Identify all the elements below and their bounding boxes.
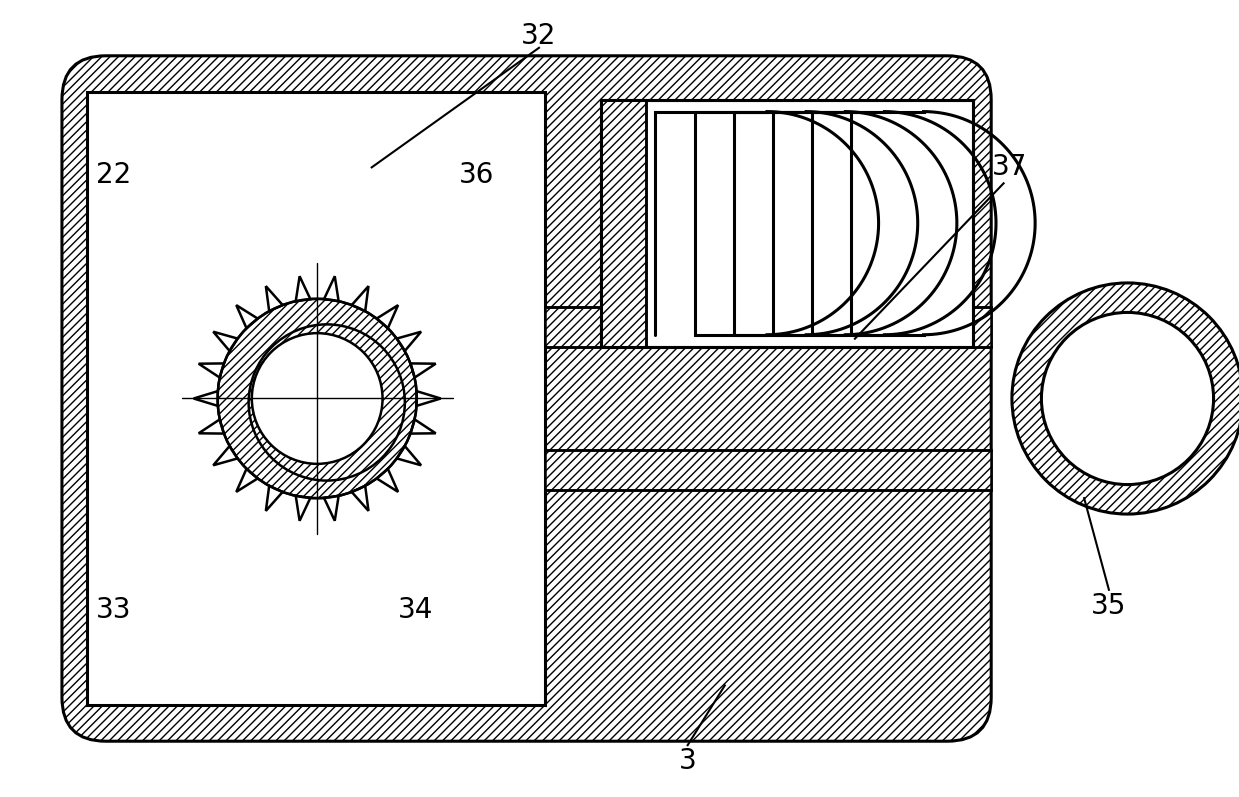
Polygon shape xyxy=(377,469,398,492)
Circle shape xyxy=(218,299,416,498)
Polygon shape xyxy=(213,332,238,351)
Text: 3: 3 xyxy=(679,747,696,775)
Circle shape xyxy=(1042,312,1213,485)
FancyBboxPatch shape xyxy=(62,56,991,741)
Text: 33: 33 xyxy=(97,595,131,624)
Polygon shape xyxy=(198,363,224,378)
Polygon shape xyxy=(325,277,338,301)
Polygon shape xyxy=(296,496,310,520)
Polygon shape xyxy=(396,332,421,351)
Bar xyxy=(87,92,545,705)
Polygon shape xyxy=(198,419,224,434)
Text: 35: 35 xyxy=(1092,591,1126,620)
Polygon shape xyxy=(266,286,282,311)
Polygon shape xyxy=(266,486,282,511)
Polygon shape xyxy=(410,419,436,434)
Polygon shape xyxy=(410,363,436,378)
Polygon shape xyxy=(237,305,258,328)
Text: 22: 22 xyxy=(97,161,131,190)
Polygon shape xyxy=(213,446,238,465)
Bar xyxy=(545,307,991,347)
Circle shape xyxy=(252,333,383,464)
Polygon shape xyxy=(396,446,421,465)
Polygon shape xyxy=(237,469,258,492)
Polygon shape xyxy=(377,305,398,328)
Polygon shape xyxy=(352,486,368,511)
Text: 37: 37 xyxy=(992,153,1027,182)
Polygon shape xyxy=(193,391,218,406)
Circle shape xyxy=(1012,283,1239,514)
Polygon shape xyxy=(296,277,310,301)
Polygon shape xyxy=(416,391,441,406)
Polygon shape xyxy=(352,286,368,311)
Bar xyxy=(601,100,646,347)
Polygon shape xyxy=(325,496,338,520)
Text: 34: 34 xyxy=(398,595,432,624)
Bar xyxy=(601,100,973,347)
Text: 32: 32 xyxy=(522,22,556,50)
Bar xyxy=(545,450,991,490)
Bar xyxy=(601,100,973,347)
Text: 36: 36 xyxy=(460,161,494,190)
